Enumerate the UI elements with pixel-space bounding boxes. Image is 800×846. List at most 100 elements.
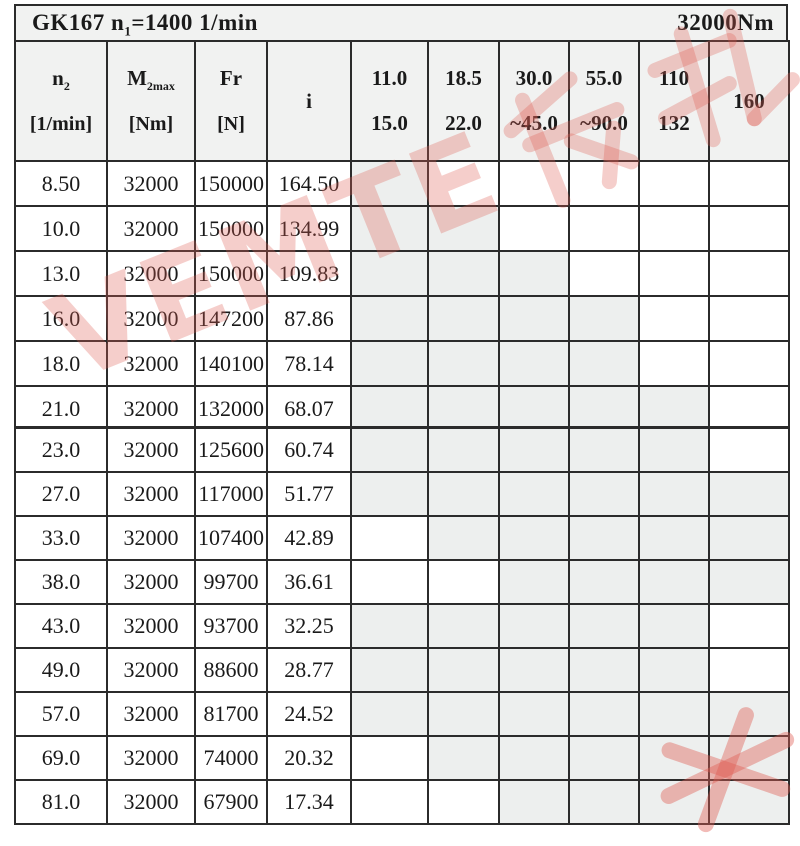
i-cell: 32.25 <box>266 603 352 649</box>
power-cell-empty <box>350 515 429 561</box>
power-cell-available <box>427 691 500 737</box>
fr-cell: 74000 <box>194 735 268 781</box>
power-cell-available <box>427 340 500 387</box>
m2max-cell: 32000 <box>106 691 196 737</box>
n2-cell: 16.0 <box>14 295 108 342</box>
i-cell: 68.07 <box>266 385 352 432</box>
power-cell-available <box>568 559 640 605</box>
power-cell-available <box>708 559 790 605</box>
power-cell-empty <box>638 205 710 252</box>
table-row: 81.0 32000 67900 17.34 <box>14 779 790 825</box>
power-cell-available <box>638 559 710 605</box>
power-cell-available <box>498 385 570 432</box>
i-cell: 42.89 <box>266 515 352 561</box>
i-cell: 87.86 <box>266 295 352 342</box>
n2-cell: 69.0 <box>14 735 108 781</box>
n2-cell: 8.50 <box>14 160 108 207</box>
power-cell-available <box>350 426 429 473</box>
power-cell-available <box>498 340 570 387</box>
power-cell-empty <box>427 559 500 605</box>
fr-cell: 150000 <box>194 205 268 252</box>
power-cell-available <box>498 426 570 473</box>
fr-cell: 99700 <box>194 559 268 605</box>
power-cell-available <box>708 471 790 517</box>
power-cell-empty <box>638 160 710 207</box>
fr-cell: 67900 <box>194 779 268 825</box>
power-cell-empty <box>568 205 640 252</box>
m2max-cell: 32000 <box>106 603 196 649</box>
power-column-header-2: 18.5 22.0 <box>427 40 500 162</box>
power-cell-empty <box>708 295 790 342</box>
i-cell: 51.77 <box>266 471 352 517</box>
power-cell-available <box>498 735 570 781</box>
m2max-cell: 32000 <box>106 426 196 473</box>
power-cell-empty <box>708 340 790 387</box>
power-cell-available <box>498 647 570 693</box>
table-row: 8.50 32000 150000 164.50 <box>14 160 790 207</box>
table-row: 57.0 32000 81700 24.52 <box>14 691 790 737</box>
power-cell-available <box>350 647 429 693</box>
i-cell: 17.34 <box>266 779 352 825</box>
col-header-i: i <box>266 40 352 162</box>
power-cell-available <box>568 340 640 387</box>
table-row: 49.0 32000 88600 28.77 <box>14 647 790 693</box>
power-cell-available <box>350 471 429 517</box>
col-header-n2: n2 [1/min] <box>14 40 108 162</box>
i-cell: 60.74 <box>266 426 352 473</box>
page-title: GK167 n1=1400 1/min <box>32 10 258 39</box>
power-cell-empty <box>708 205 790 252</box>
n2-cell: 81.0 <box>14 779 108 825</box>
power-cell-empty <box>568 160 640 207</box>
power-cell-available <box>350 340 429 387</box>
power-cell-empty <box>708 160 790 207</box>
fr-cell: 81700 <box>194 691 268 737</box>
table-row: 69.0 32000 74000 20.32 <box>14 735 790 781</box>
fr-cell: 150000 <box>194 160 268 207</box>
n2-cell: 33.0 <box>14 515 108 561</box>
fr-cell: 140100 <box>194 340 268 387</box>
table-row: 43.0 32000 93700 32.25 <box>14 603 790 649</box>
power-cell-available <box>350 295 429 342</box>
power-cell-empty <box>708 385 790 432</box>
power-cell-available <box>568 779 640 825</box>
power-cell-empty <box>350 559 429 605</box>
fr-cell: 125600 <box>194 426 268 473</box>
spec-table-upper: n2 [1/min] M2max [Nm] Fr [N] <box>14 40 790 432</box>
col-header-fr: Fr [N] <box>194 40 268 162</box>
power-cell-empty <box>498 160 570 207</box>
power-cell-available <box>568 471 640 517</box>
power-cell-available <box>568 603 640 649</box>
power-cell-available <box>350 205 429 252</box>
m2max-cell: 32000 <box>106 647 196 693</box>
power-cell-available <box>427 647 500 693</box>
table-row: 23.0 32000 125600 60.74 <box>14 426 790 473</box>
header-row: n2 [1/min] M2max [Nm] Fr [N] <box>14 40 790 162</box>
power-cell-available <box>498 779 570 825</box>
power-cell-available <box>708 735 790 781</box>
power-cell-available <box>568 515 640 561</box>
power-cell-available <box>350 160 429 207</box>
m2max-cell: 32000 <box>106 559 196 605</box>
power-cell-available <box>568 691 640 737</box>
n2-cell: 21.0 <box>14 385 108 432</box>
i-cell: 20.32 <box>266 735 352 781</box>
n2-cell: 23.0 <box>14 426 108 473</box>
power-cell-available <box>427 515 500 561</box>
n2-cell: 57.0 <box>14 691 108 737</box>
power-cell-available <box>638 735 710 781</box>
fr-cell: 107400 <box>194 515 268 561</box>
power-cell-empty <box>350 779 429 825</box>
power-cell-available <box>498 691 570 737</box>
power-cell-available <box>638 385 710 432</box>
power-cell-empty <box>568 250 640 297</box>
power-cell-available <box>708 515 790 561</box>
i-cell: 24.52 <box>266 691 352 737</box>
m2max-cell: 32000 <box>106 295 196 342</box>
power-cell-available <box>498 250 570 297</box>
power-cell-available <box>568 647 640 693</box>
table-row: 27.0 32000 117000 51.77 <box>14 471 790 517</box>
torque-rating: 32000Nm <box>677 10 774 35</box>
power-cell-available <box>568 426 640 473</box>
power-cell-available <box>638 691 710 737</box>
m2max-cell: 32000 <box>106 205 196 252</box>
